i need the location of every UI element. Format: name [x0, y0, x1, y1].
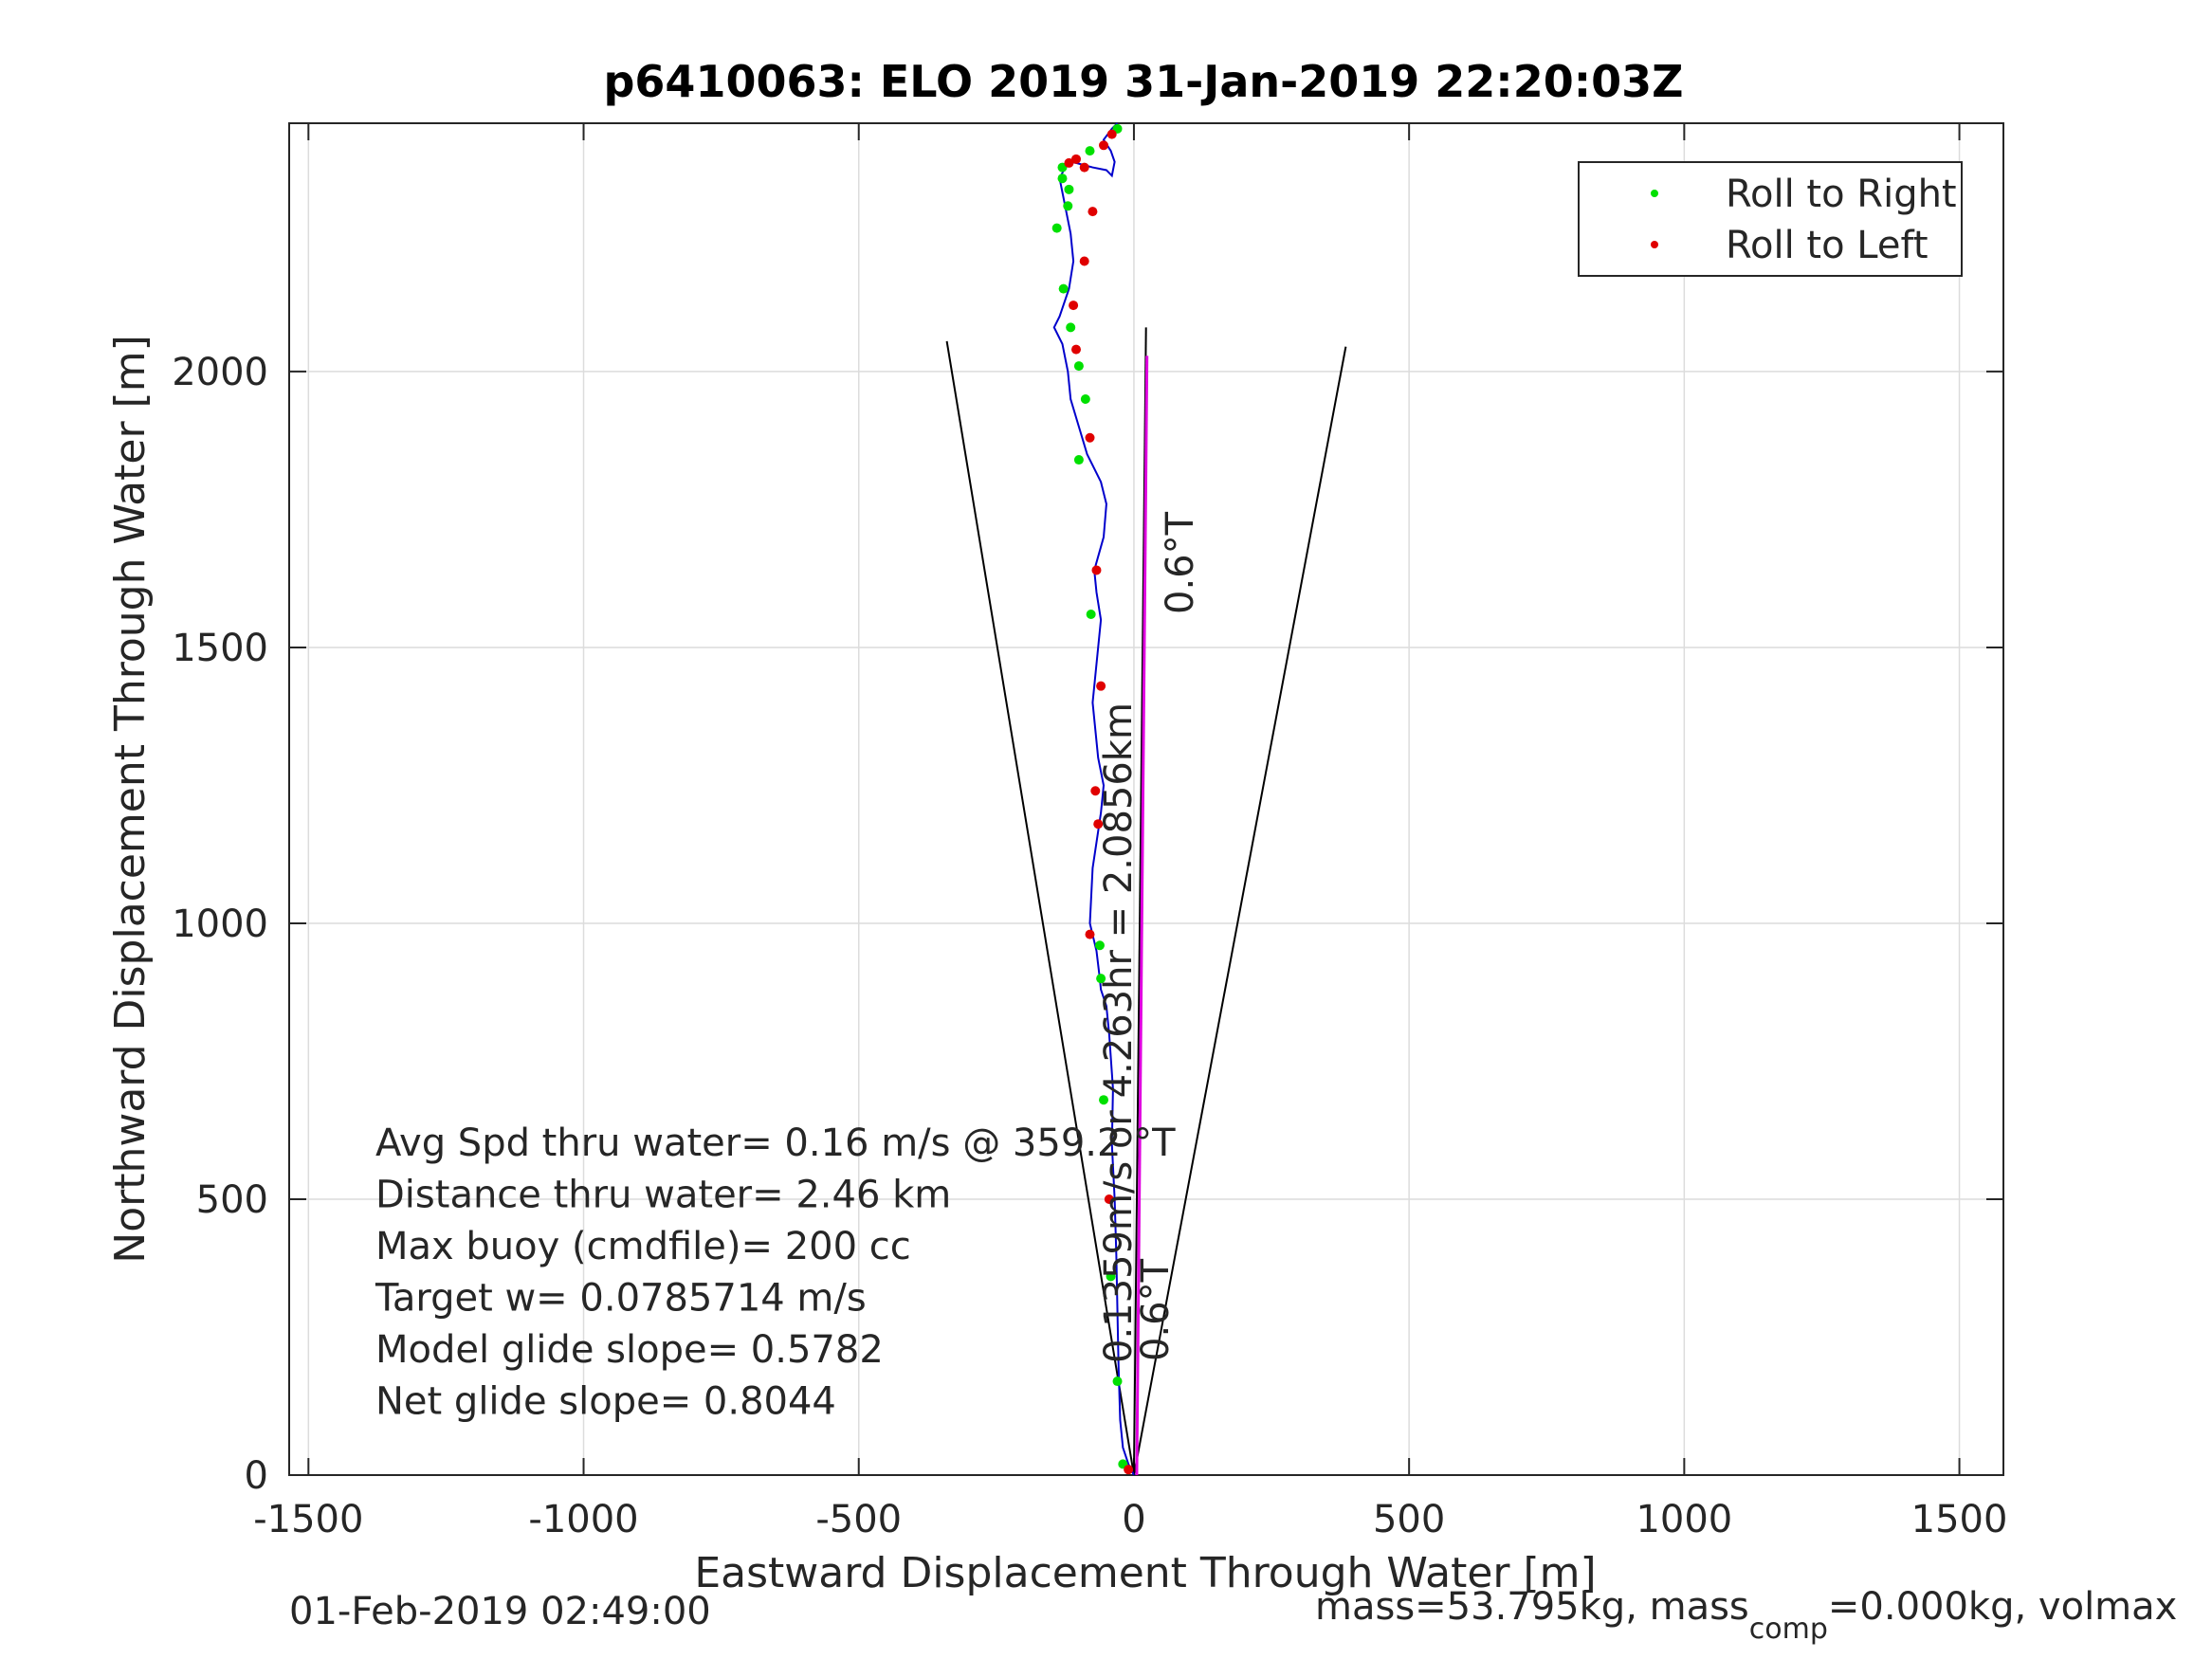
- stats-line: Net glide slope= 0.8044: [375, 1380, 836, 1424]
- legend-marker-left: [1651, 241, 1658, 248]
- grid-lines: [289, 123, 2003, 1476]
- roll-left-point: [1106, 129, 1117, 139]
- roll-right-point: [1096, 974, 1106, 984]
- roll-left-point: [1079, 256, 1089, 266]
- roll-right-point: [1094, 940, 1105, 951]
- roll-right-point: [1064, 184, 1074, 194]
- footer-mass: mass=53.795kg, masscomp=0.000kg, volmax: [1315, 1585, 2177, 1646]
- roll-left-point: [1099, 140, 1109, 151]
- stats-line: Avg Spd thru water= 0.16 m/s @ 359.2 °T: [375, 1121, 1176, 1165]
- roll-left-point: [1085, 432, 1095, 443]
- roll-left-point: [1085, 929, 1095, 939]
- y-tick-label: 1500: [172, 627, 268, 670]
- roll-right-point: [1086, 610, 1096, 620]
- roll-right-point: [1085, 146, 1095, 156]
- heading-label-bottom: 0.6°T: [1134, 1258, 1178, 1361]
- roll-left-point: [1090, 786, 1101, 796]
- heading-label-top: 0.6°T: [1159, 511, 1202, 614]
- roll-right-point: [1073, 361, 1084, 372]
- x-tick-label: 500: [1373, 1498, 1445, 1541]
- x-axis-label: Eastward Displacement Through Water [m]: [694, 1549, 1596, 1597]
- stats-line: Max buoy (cmdfile)= 200 cc: [375, 1225, 911, 1268]
- roll-right-point: [1099, 1095, 1109, 1105]
- heading-line: [1132, 327, 1149, 1476]
- roll-right-point: [1058, 283, 1069, 294]
- x-tick-label: -1500: [253, 1498, 363, 1541]
- stats-block: Avg Spd thru water= 0.16 m/s @ 359.2 °T D…: [375, 1121, 1176, 1424]
- legend-label-left: Roll to Left: [1726, 224, 1929, 267]
- cone-line: [945, 340, 1135, 1476]
- y-tick-label: 1000: [172, 902, 268, 946]
- roll-right-series: [1051, 123, 1128, 1469]
- footer-mass-text: mass=53.795kg, mass: [1315, 1585, 1749, 1629]
- footer-mass-sub: comp: [1749, 1613, 1828, 1646]
- roll-left-point: [1124, 1465, 1134, 1475]
- legend-marker-right: [1651, 190, 1658, 197]
- footer-timestamp: 01-Feb-2019 02:49:00: [289, 1590, 711, 1633]
- roll-right-point: [1063, 201, 1073, 211]
- x-tick-label: -1000: [528, 1498, 638, 1541]
- roll-left-point: [1069, 301, 1079, 311]
- roll-right-point: [1066, 322, 1076, 333]
- x-tick-label: 1500: [1911, 1498, 2008, 1541]
- legend: Roll to Right Roll to Left: [1578, 161, 1963, 277]
- legend-label-right: Roll to Right: [1726, 173, 1957, 216]
- stats-line: Model glide slope= 0.5782: [375, 1328, 884, 1372]
- y-tick-label: 0: [245, 1454, 268, 1498]
- cone-line: [1132, 346, 1347, 1476]
- roll-left-point: [1064, 157, 1074, 168]
- roll-right-point: [1080, 394, 1090, 405]
- y-tick-label: 500: [196, 1178, 268, 1222]
- y-tick-label: 2000: [172, 351, 268, 394]
- x-tick-label: -500: [815, 1498, 902, 1541]
- chart-title: p6410063: ELO 2019 31-Jan-2019 22:20:03Z: [604, 56, 1684, 107]
- x-tick-label: 1000: [1636, 1498, 1732, 1541]
- roll-right-point: [1106, 1271, 1116, 1282]
- x-tick-labels: -1500 -1000 -500 0 500 1000 1500: [253, 1498, 2007, 1541]
- roll-left-point: [1070, 154, 1081, 164]
- roll-left-point: [1096, 681, 1106, 691]
- roll-right-point: [1073, 455, 1084, 465]
- roll-left-point: [1088, 207, 1098, 217]
- roll-right-point: [1051, 223, 1062, 233]
- y-tick-labels: 0 500 1000 1500 2000: [172, 351, 268, 1498]
- plot-area: [288, 122, 2004, 1476]
- roll-left-point: [1070, 344, 1081, 355]
- roll-right-point: [1112, 1376, 1123, 1387]
- stats-line: Distance thru water= 2.46 km: [375, 1174, 951, 1217]
- heading-magenta-line: [1135, 356, 1149, 1476]
- y-axis-label: Northward Displacement Through Water [m]: [106, 335, 155, 1263]
- roll-left-point: [1091, 565, 1102, 575]
- footer-mass-tail: =0.000kg, volmax: [1828, 1585, 2177, 1629]
- axis-ticks: [289, 123, 2003, 1476]
- heading-guide-line: [1132, 327, 1147, 1476]
- roll-left-point: [1093, 819, 1104, 830]
- roll-left-point: [1079, 162, 1089, 173]
- roll-right-point: [1057, 173, 1068, 184]
- cone-lines: [945, 340, 1347, 1476]
- roll-left-point: [1104, 1194, 1114, 1204]
- x-tick-label: 0: [1122, 1498, 1145, 1541]
- speed-annotation: 0.1359m/s or 4.263hr = 2.0856km: [1097, 702, 1141, 1363]
- stats-line: Target w= 0.0785714 m/s: [375, 1277, 867, 1321]
- roll-left-series: [1064, 129, 1134, 1475]
